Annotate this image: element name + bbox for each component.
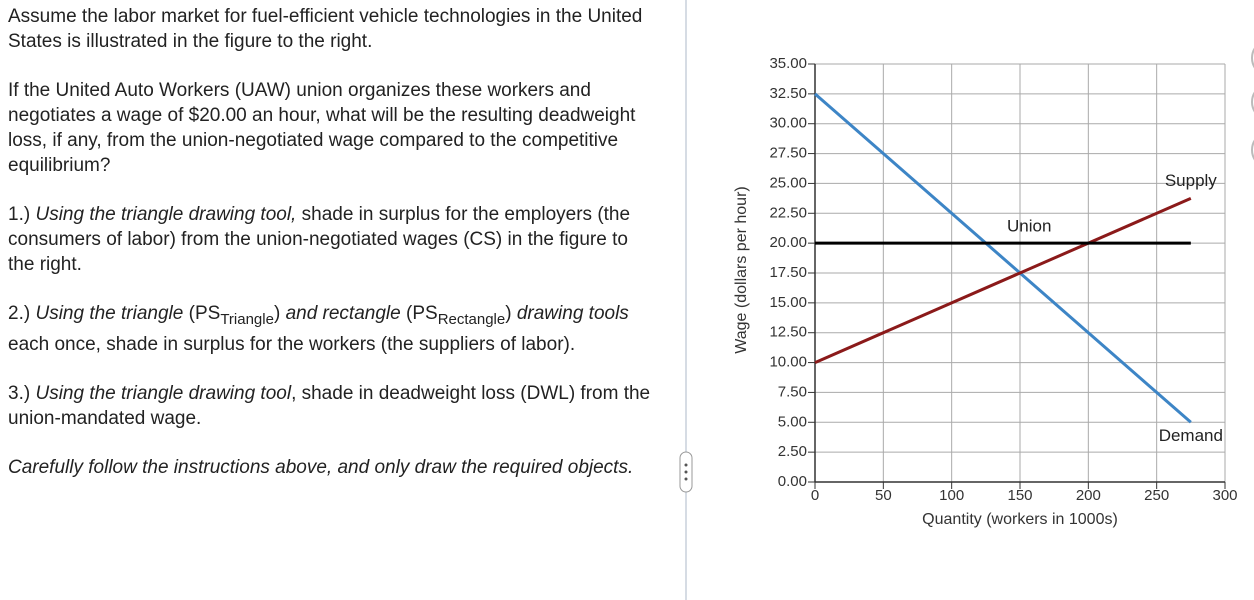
x-tick-label: 50 — [875, 487, 892, 504]
handle-dot — [684, 470, 688, 474]
series-line — [814, 196, 1192, 364]
y-tick-label: 25.00 — [769, 174, 807, 191]
y-tick-label: 0.00 — [778, 473, 807, 490]
prompt: If the United Auto Workers (UAW) union o… — [8, 80, 636, 176]
y-tick-label: 30.00 — [769, 115, 807, 132]
tool: Using the triangle drawing tool — [35, 383, 292, 404]
divider-handle[interactable] — [679, 451, 693, 493]
x-tick-label: 0 — [811, 487, 819, 504]
y-axis-label: Wage (dollars per hour) — [733, 186, 750, 353]
line-label: Demand — [1159, 426, 1223, 445]
note-text: Carefully follow the instructions above,… — [8, 457, 634, 478]
step-text: shade in surplus for the employers (the … — [8, 204, 631, 275]
y-tick-label: 15.00 — [769, 294, 807, 311]
y-tick-label: 35.00 — [769, 55, 807, 72]
ps: ) — [273, 303, 281, 324]
line-label: Supply — [1165, 171, 1217, 190]
step-number: 2.) — [8, 303, 31, 324]
sub: Triangle — [220, 311, 274, 328]
handle-dot — [684, 477, 688, 481]
x-tick-label: 300 — [1212, 487, 1237, 504]
y-tick-label: 2.50 — [778, 443, 807, 460]
step-text: each once, shade in surplus for the work… — [8, 334, 576, 355]
x-tick-label: 150 — [1007, 487, 1032, 504]
y-tick-label: 20.00 — [769, 234, 807, 251]
ps: ) — [505, 303, 512, 324]
step-text: , shade in deadweight loss (DWL) from th… — [8, 383, 651, 429]
y-tick-label: 7.50 — [778, 383, 807, 400]
y-tick-label: 22.50 — [769, 204, 807, 221]
tool: and rectangle — [285, 303, 401, 324]
x-tick-label: 100 — [939, 487, 964, 504]
line-label: Union — [1007, 217, 1051, 236]
series-line — [814, 92, 1192, 424]
step-number: 3.) — [8, 383, 31, 404]
y-tick-label: 27.50 — [769, 145, 807, 162]
question-panel: Assume the labor market for fuel-efficie… — [8, 4, 658, 504]
step: 3.) Using the triangle drawing tool, sha… — [8, 381, 658, 431]
note: Carefully follow the instructions above,… — [8, 455, 658, 480]
ps: (PS — [188, 303, 221, 324]
sub: Rectangle — [437, 311, 506, 328]
x-tick-label: 200 — [1076, 487, 1101, 504]
intro: Assume the labor market for fuel-efficie… — [8, 6, 643, 52]
step-number: 1.) — [8, 204, 31, 225]
tool: drawing tools — [516, 303, 629, 324]
y-tick-label: 17.50 — [769, 264, 807, 281]
x-axis-label: Quantity (workers in 1000s) — [922, 511, 1118, 528]
ps: (PS — [406, 303, 438, 324]
y-tick-label: 5.00 — [778, 413, 807, 430]
y-tick-label: 12.50 — [769, 324, 807, 341]
y-tick-label: 32.50 — [769, 85, 807, 102]
tool: Using the triangle — [35, 303, 184, 324]
x-tick-label: 250 — [1144, 487, 1169, 504]
step: 2.) Using the triangle (PSTriangle) and … — [8, 301, 658, 357]
y-tick-label: 10.00 — [769, 354, 807, 371]
tool: Using the triangle drawing tool, — [35, 204, 297, 225]
step: 1.) Using the triangle drawing tool, sha… — [8, 202, 658, 277]
handle-dot — [684, 463, 688, 467]
